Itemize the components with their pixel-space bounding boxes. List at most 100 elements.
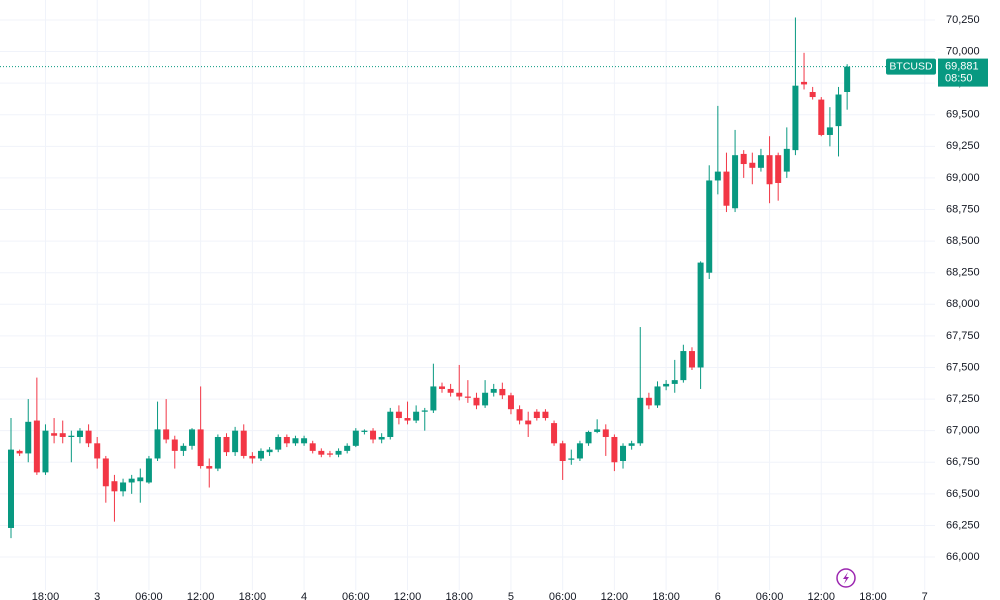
candle-body xyxy=(51,433,58,436)
candle-body xyxy=(775,155,782,183)
candle-body xyxy=(801,81,808,85)
candle-body xyxy=(439,386,445,389)
y-tick-label: 66,000 xyxy=(946,551,980,563)
x-tick-label: 7 xyxy=(922,591,928,600)
candle-body xyxy=(361,430,368,432)
candle-body xyxy=(688,351,695,368)
candle-body xyxy=(516,409,523,421)
x-tick-label: 18:00 xyxy=(652,591,680,600)
candle-body xyxy=(404,418,411,421)
candle-body xyxy=(542,411,549,419)
x-tick-label: 12:00 xyxy=(601,591,629,600)
last-price-label: 69,881 xyxy=(945,61,979,73)
y-tick-label: 67,000 xyxy=(946,425,980,437)
y-tick-label: 70,250 xyxy=(946,14,980,26)
icon-bolt xyxy=(843,572,849,584)
candle-body xyxy=(835,94,842,127)
x-tick-label: 06:00 xyxy=(342,591,370,600)
candle-body xyxy=(214,436,221,469)
candle-body xyxy=(826,127,833,135)
x-tick-label: 12:00 xyxy=(394,591,422,600)
candle-body xyxy=(335,450,342,455)
y-tick-label: 67,250 xyxy=(946,393,980,405)
y-tick-label: 66,500 xyxy=(946,488,980,500)
candle-body xyxy=(292,438,299,444)
x-tick-label: 4 xyxy=(301,591,307,600)
candle-body xyxy=(568,458,575,460)
assistant-icon[interactable] xyxy=(836,568,856,588)
candle-body xyxy=(206,466,213,469)
candle-body xyxy=(266,449,273,453)
x-tick-label: 5 xyxy=(508,591,514,600)
candle-body xyxy=(533,411,540,419)
candle-body xyxy=(766,155,773,185)
candle-body xyxy=(671,380,678,384)
symbol-badge xyxy=(886,58,936,75)
candle-body xyxy=(628,443,635,446)
y-tick-label: 68,750 xyxy=(946,203,980,215)
candle-body xyxy=(645,397,652,406)
candle-body xyxy=(171,439,178,451)
countdown: 08:50 xyxy=(945,73,973,85)
y-tick-label: 68,000 xyxy=(946,298,980,310)
x-tick-label: 18:00 xyxy=(239,591,267,600)
candle-body xyxy=(611,436,618,463)
candle-body xyxy=(301,438,308,444)
y-tick-label: 68,250 xyxy=(946,267,980,279)
candle-body xyxy=(120,482,127,492)
candle-body xyxy=(551,423,558,444)
candle-body xyxy=(163,429,170,440)
candle-body xyxy=(490,388,497,393)
candle-body xyxy=(818,99,825,135)
candle-body xyxy=(783,148,790,172)
candle-body xyxy=(94,443,101,459)
candle-body xyxy=(732,155,739,209)
candle-body xyxy=(464,396,471,398)
candle-body xyxy=(33,420,40,473)
candle-body xyxy=(723,171,730,206)
candle-body xyxy=(76,430,83,437)
x-tick-label: 12:00 xyxy=(808,591,836,600)
x-tick-label: 3 xyxy=(94,591,100,600)
candle-body xyxy=(413,411,420,421)
candle-body xyxy=(456,392,463,397)
candle-body xyxy=(8,449,14,528)
candle-body xyxy=(240,430,247,456)
candle-body xyxy=(111,481,118,492)
price-axis xyxy=(935,0,1000,600)
candle-body xyxy=(757,155,764,168)
candle-body xyxy=(473,397,480,406)
candle-body xyxy=(594,429,601,432)
candle-body xyxy=(189,429,196,446)
candle-body xyxy=(378,436,385,440)
candle-body xyxy=(232,430,239,453)
y-tick-label: 70,000 xyxy=(946,45,980,57)
icon-ring xyxy=(836,568,856,588)
x-tick-label: 18:00 xyxy=(32,591,60,600)
candle-body xyxy=(326,453,333,455)
x-tick-label: 18:00 xyxy=(859,591,887,600)
candle-body xyxy=(387,411,394,437)
candle-body xyxy=(275,436,282,450)
x-tick-label: 06:00 xyxy=(135,591,163,600)
candle-body xyxy=(602,429,609,437)
candle-body xyxy=(370,430,377,440)
candle-body xyxy=(844,66,851,92)
candle-body xyxy=(421,410,428,412)
candle-body xyxy=(25,421,32,454)
candle-body xyxy=(447,388,454,393)
x-tick-label: 6 xyxy=(715,591,721,600)
candle-body xyxy=(309,443,316,451)
candle-body xyxy=(395,411,402,419)
candle-body xyxy=(482,392,489,406)
y-tick-label: 66,250 xyxy=(946,519,980,531)
x-tick-label: 06:00 xyxy=(549,591,577,600)
candle-body xyxy=(654,386,661,406)
candle-body xyxy=(714,171,721,181)
candle-body xyxy=(576,443,583,459)
candle-body xyxy=(197,429,204,467)
candle-body xyxy=(697,262,704,368)
candle-body xyxy=(559,443,566,461)
candle-body xyxy=(223,436,230,453)
